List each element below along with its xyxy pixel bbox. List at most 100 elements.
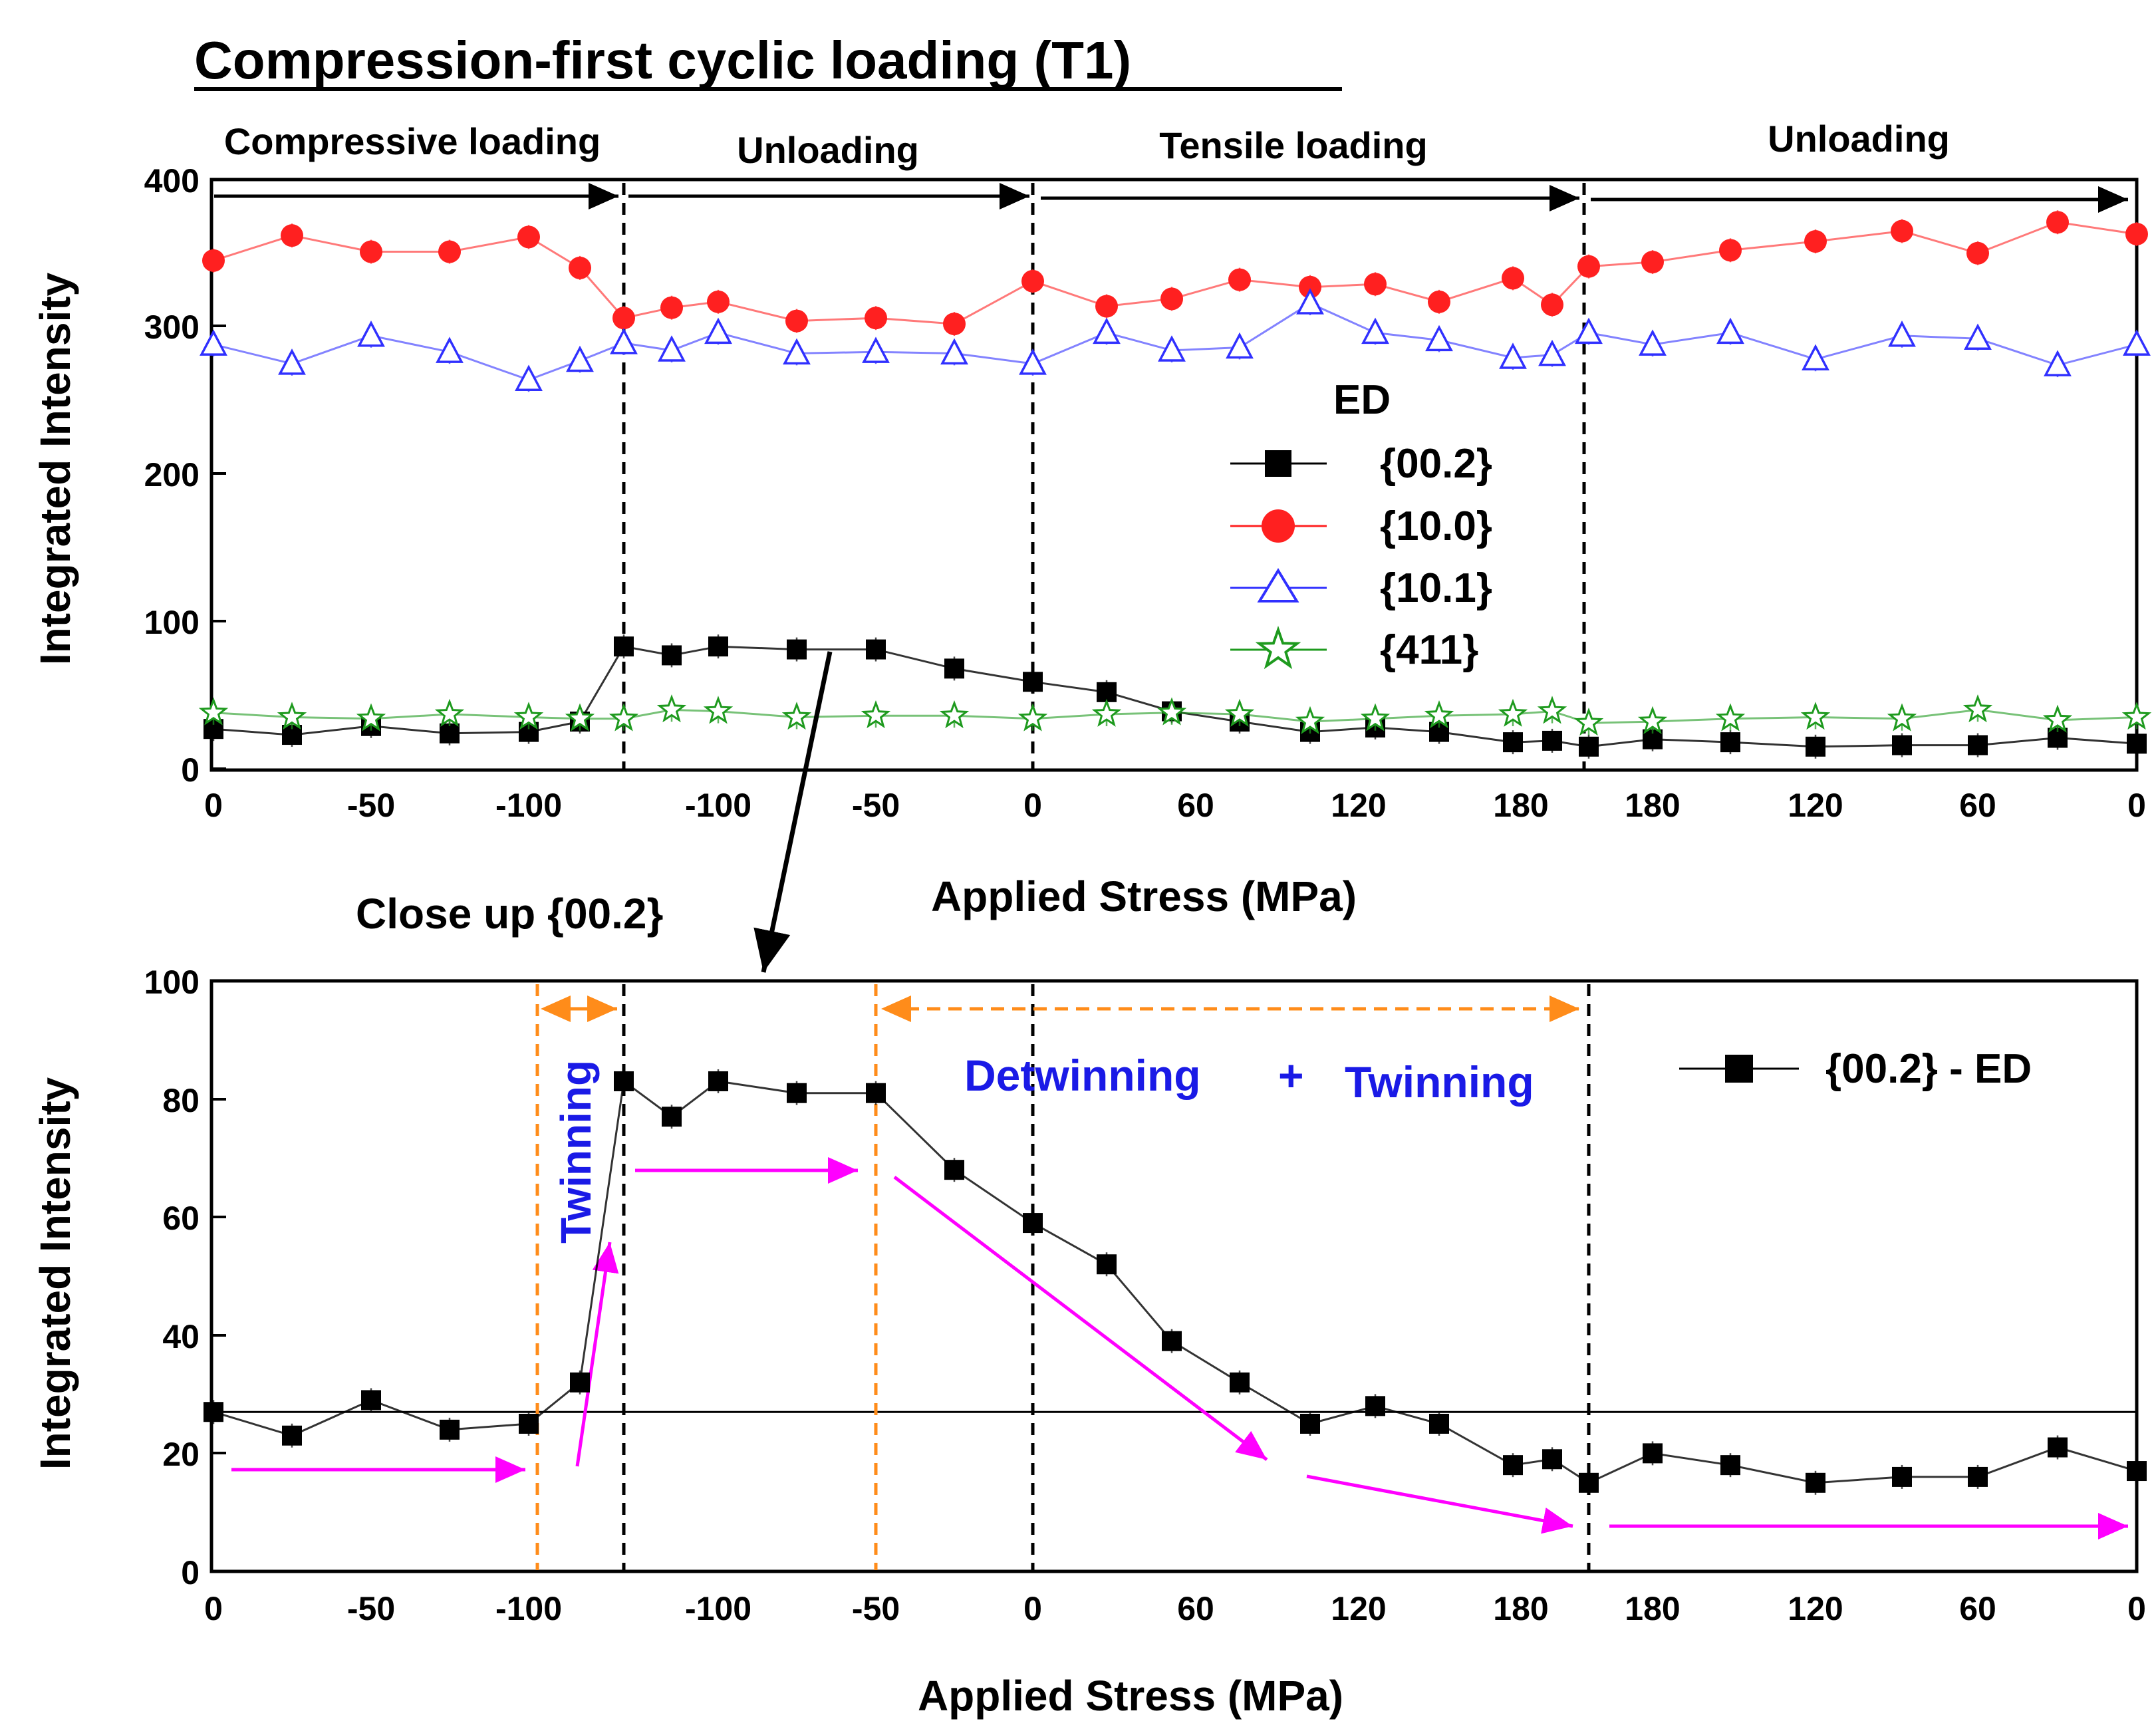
bottom-xtick-label: 0 bbox=[204, 1590, 223, 1627]
bottom-point-square bbox=[361, 1390, 381, 1410]
bottom-ytick-label-20: 20 bbox=[162, 1436, 200, 1473]
top-point-star bbox=[513, 702, 544, 730]
bottom-legend-label: {00.2} - ED bbox=[1825, 1046, 2032, 1092]
bottom-ytick-label-0: 0 bbox=[181, 1554, 200, 1591]
top-point-star bbox=[861, 700, 891, 729]
top-y-ticks: 0 100 200 300 400 bbox=[144, 162, 226, 789]
top-xtick-label: -50 bbox=[347, 787, 395, 824]
top-point-star bbox=[1715, 703, 1746, 732]
bottom-point-square bbox=[1162, 1331, 1182, 1351]
top-point-triangle bbox=[658, 335, 686, 362]
top-xtick-label: -100 bbox=[685, 787, 751, 824]
top-point-circle bbox=[1641, 251, 1664, 274]
top-point-triangle bbox=[1639, 329, 1667, 356]
top-point-circle bbox=[438, 240, 461, 263]
top-point-star bbox=[1224, 698, 1255, 727]
bottom-xtick-label: 0 bbox=[1023, 1590, 1042, 1627]
bottom-point-square bbox=[1806, 1472, 1825, 1493]
bottom-point-square bbox=[944, 1160, 964, 1180]
top-point-circle bbox=[202, 249, 225, 272]
top-point-star bbox=[2121, 702, 2152, 730]
bottom-xtick-label: 120 bbox=[1331, 1590, 1386, 1627]
legend-marker-101 bbox=[1257, 568, 1299, 602]
top-point-circle bbox=[1364, 273, 1387, 296]
top-point-triangle bbox=[436, 336, 464, 363]
top-point-circle bbox=[1719, 239, 1742, 262]
top-point-star bbox=[1962, 694, 1993, 723]
top-point-triangle bbox=[610, 328, 638, 354]
top-point-triangle bbox=[1538, 339, 1566, 366]
top-xtick-label: -50 bbox=[852, 787, 900, 824]
top-point-star bbox=[656, 694, 687, 723]
phase-label-unloading-1: Unloading bbox=[737, 129, 919, 171]
top-point-triangle bbox=[1964, 323, 1992, 350]
top-point-circle bbox=[2125, 222, 2148, 245]
bottom-legend-marker bbox=[1725, 1055, 1753, 1083]
bottom-point-square bbox=[866, 1083, 886, 1103]
bottom-point-square bbox=[614, 1071, 634, 1091]
top-point-circle bbox=[517, 225, 540, 249]
top-point-circle bbox=[1541, 293, 1563, 317]
top-point-circle bbox=[1228, 268, 1251, 291]
top-point-triangle bbox=[940, 338, 968, 365]
top-xtick-label: 120 bbox=[1331, 787, 1386, 824]
top-point-star bbox=[198, 697, 229, 726]
bottom-plot-frame bbox=[209, 979, 2139, 1573]
phase-label-unloading-2: Unloading bbox=[1768, 118, 1950, 160]
legend-label-101: {10.1} bbox=[1380, 565, 1492, 611]
bottom-series-layer bbox=[203, 1069, 2147, 1495]
closeup-pointer-arrow bbox=[753, 651, 833, 973]
bottom-point-square bbox=[1300, 1414, 1320, 1434]
legend-marker-100 bbox=[1262, 509, 1295, 543]
top-point-star bbox=[1156, 697, 1187, 726]
top-point-circle bbox=[785, 309, 808, 333]
top-xtick-label: 0 bbox=[204, 787, 223, 824]
bottom-point-square bbox=[282, 1425, 302, 1446]
bottom-ytick-label-40: 40 bbox=[162, 1318, 200, 1355]
top-point-triangle bbox=[1361, 317, 1389, 344]
top-point-star bbox=[1295, 706, 1325, 734]
top-point-triangle bbox=[1425, 325, 1453, 352]
top-point-star bbox=[1360, 703, 1391, 732]
bottom-xtick-label: 60 bbox=[1959, 1590, 1996, 1627]
top-panel: Compressive loading Unloading Tensile lo… bbox=[31, 118, 2152, 920]
top-x-axis-label: Applied Stress (MPa) bbox=[931, 872, 1357, 920]
bottom-xtick-label: -50 bbox=[347, 1590, 395, 1627]
top-point-square bbox=[787, 639, 807, 660]
top-point-square bbox=[944, 658, 964, 679]
bottom-x-ticks: 0 -50 -100 -100 -50 0 60 120 180 180 120… bbox=[204, 1590, 2146, 1627]
top-point-triangle bbox=[1716, 317, 1744, 344]
top-ytick-label-400: 400 bbox=[144, 162, 200, 200]
top-point-triangle bbox=[783, 338, 811, 365]
top-point-circle bbox=[1428, 290, 1450, 313]
top-point-square bbox=[662, 645, 682, 666]
top-point-triangle bbox=[200, 329, 227, 356]
trend-arrow-2 bbox=[575, 1242, 619, 1467]
top-point-circle bbox=[865, 307, 887, 330]
bottom-series-line bbox=[213, 1079, 2137, 1484]
bottom-point-square bbox=[1503, 1455, 1523, 1476]
top-series-2 bbox=[200, 288, 2151, 392]
top-point-star bbox=[1537, 696, 1567, 724]
top-point-circle bbox=[281, 224, 303, 247]
top-xtick-label: 60 bbox=[1177, 787, 1214, 824]
top-point-square bbox=[1968, 735, 1988, 755]
phase-label-compressive: Compressive loading bbox=[224, 120, 601, 162]
legend-title: ED bbox=[1333, 377, 1391, 423]
chart-title: Compression-first cyclic loading (T1) bbox=[194, 31, 1131, 90]
top-point-star bbox=[1637, 706, 1668, 734]
bottom-y-axis-label: Integrated Intensity bbox=[31, 1077, 79, 1470]
top-point-star bbox=[277, 702, 307, 730]
top-point-triangle bbox=[1093, 317, 1121, 344]
plus-annotation: + bbox=[1278, 1051, 1304, 1100]
legend-marker-002 bbox=[1265, 450, 1291, 477]
top-x-ticks: 0 -50 -100 -100 -50 0 60 120 180 180 120… bbox=[204, 787, 2146, 824]
bottom-point-square bbox=[2048, 1437, 2068, 1458]
top-point-triangle bbox=[1158, 335, 1186, 362]
top-point-star bbox=[356, 703, 386, 732]
trend-arrow-5 bbox=[1306, 1474, 1573, 1534]
top-point-triangle bbox=[1499, 342, 1527, 369]
bottom-point-square bbox=[1365, 1396, 1385, 1416]
top-point-triangle bbox=[1296, 288, 1324, 315]
